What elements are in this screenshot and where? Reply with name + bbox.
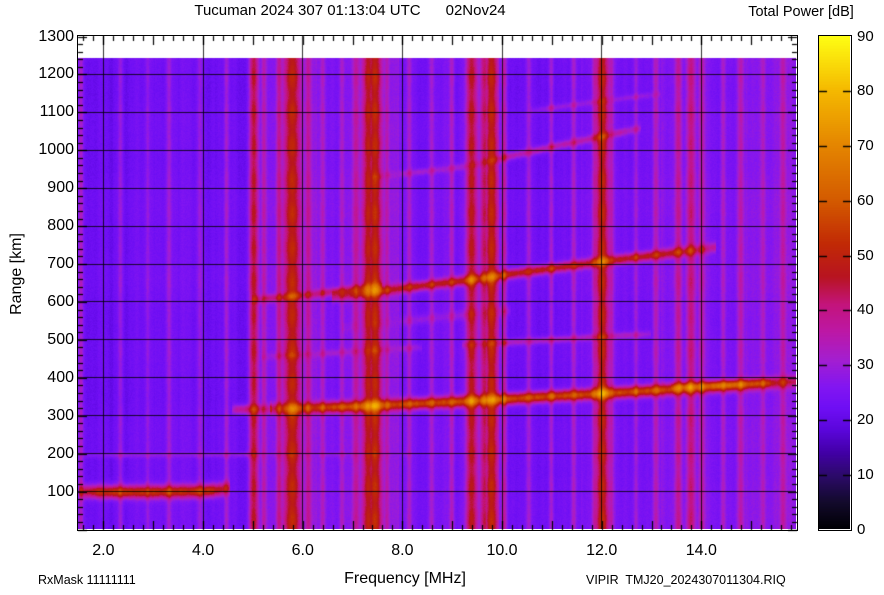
colorbar-tick-label: 90 — [857, 27, 874, 45]
x-axis-label: Frequency [MHz] — [344, 570, 466, 587]
colorbar-tick-label: 30 — [857, 356, 874, 374]
x-axis-tick-labels: 2.0 4.0 6.0 8.0 10.0 12.0 14.0 — [0, 543, 884, 565]
y-tick-label: 1000 — [38, 141, 74, 159]
colorbar-tick-label: 80 — [857, 82, 874, 100]
x-tick-label: 10.0 — [486, 542, 518, 559]
colorbar-tick-label: 70 — [857, 137, 874, 155]
colorbar-tick-label: 60 — [857, 191, 874, 209]
y-tick-label: 700 — [47, 255, 74, 273]
y-tick-label: 200 — [47, 444, 74, 462]
y-tick-label: 400 — [47, 368, 74, 386]
x-tick-label: 4.0 — [191, 542, 215, 559]
y-tick-label: 800 — [47, 217, 74, 235]
x-tick-label: 12.0 — [586, 542, 618, 559]
colorbar-tick-label: 10 — [857, 465, 874, 483]
x-tick-label: 6.0 — [291, 542, 314, 559]
source-file-label: VIPIR TMJ20_2024307011304.RIQ — [586, 573, 786, 587]
x-tick-label: 2.0 — [92, 542, 115, 559]
y-tick-label: 1100 — [39, 103, 74, 121]
y-tick-label: 500 — [47, 330, 74, 348]
colorbar-tick-label: 0 — [857, 520, 866, 538]
rxmask-label: RxMask 11111111 — [38, 573, 136, 587]
y-axis-tick-labels: 100 200 300 400 500 600 700 800 900 1000 1100 1200 1… — [0, 0, 74, 595]
y-tick-label: 1200 — [38, 65, 74, 83]
y-tick-label: 900 — [47, 179, 74, 197]
colorbar-tick-label: 50 — [857, 246, 874, 264]
colorbar-tick-label: 20 — [857, 410, 874, 428]
x-tick-label: 8.0 — [391, 542, 414, 559]
y-tick-label: 1300 — [38, 27, 74, 45]
y-tick-label: 300 — [47, 406, 74, 424]
y-tick-label: 600 — [47, 292, 74, 310]
colorbar-tick-label: 40 — [857, 301, 874, 319]
y-tick-label: 100 — [47, 482, 74, 500]
x-tick-label: 14.0 — [685, 542, 717, 559]
